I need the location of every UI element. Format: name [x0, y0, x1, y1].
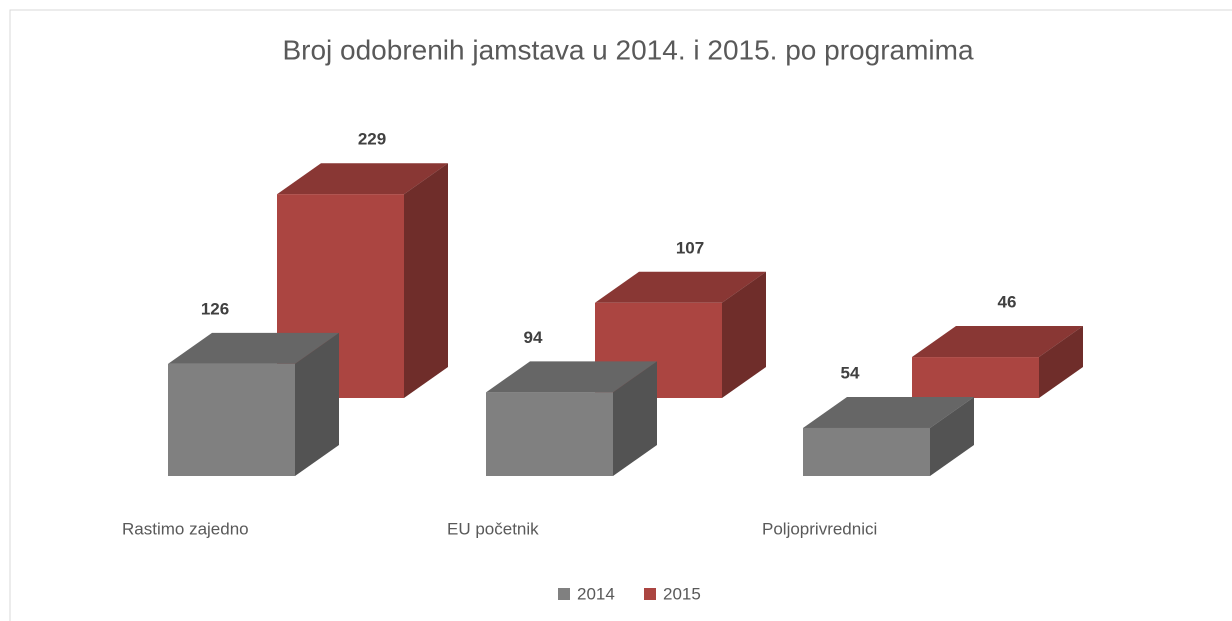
bar-side [722, 271, 766, 398]
bar [595, 271, 766, 398]
bar-top [486, 361, 657, 393]
data-label: 46 [998, 293, 1017, 312]
x-tick-label: Rastimo zajedno [122, 519, 249, 538]
data-label: 54 [841, 363, 860, 382]
legend-swatch [644, 588, 656, 600]
data-label: 107 [676, 238, 704, 257]
bar-side [404, 163, 448, 398]
bar-side [613, 361, 657, 476]
bar [803, 396, 974, 476]
chart-title: Broj odobrenih jamstava u 2014. i 2015. … [282, 34, 974, 65]
bar-top [595, 271, 766, 303]
bar-top [803, 396, 974, 428]
x-tick-label: EU početnik [447, 519, 539, 538]
bar-side [1039, 326, 1083, 398]
bar [486, 361, 657, 476]
legend-label: 2015 [663, 584, 701, 603]
bar-front [803, 427, 930, 476]
bar [168, 332, 339, 476]
data-label: 126 [201, 299, 229, 318]
bar-side [930, 396, 974, 476]
bar-top [912, 326, 1083, 358]
bar-front [912, 357, 1039, 398]
bar [277, 163, 448, 398]
bar-top [277, 163, 448, 195]
legend-swatch [558, 588, 570, 600]
bar-side [295, 332, 339, 476]
bar [912, 326, 1083, 398]
legend-label: 2014 [577, 584, 615, 603]
x-tick-label: Poljoprivrednici [762, 519, 877, 538]
data-label: 229 [358, 130, 386, 149]
bar-front [486, 392, 613, 476]
data-label: 94 [524, 328, 543, 347]
bar-front [168, 363, 295, 476]
bar-top [168, 332, 339, 364]
